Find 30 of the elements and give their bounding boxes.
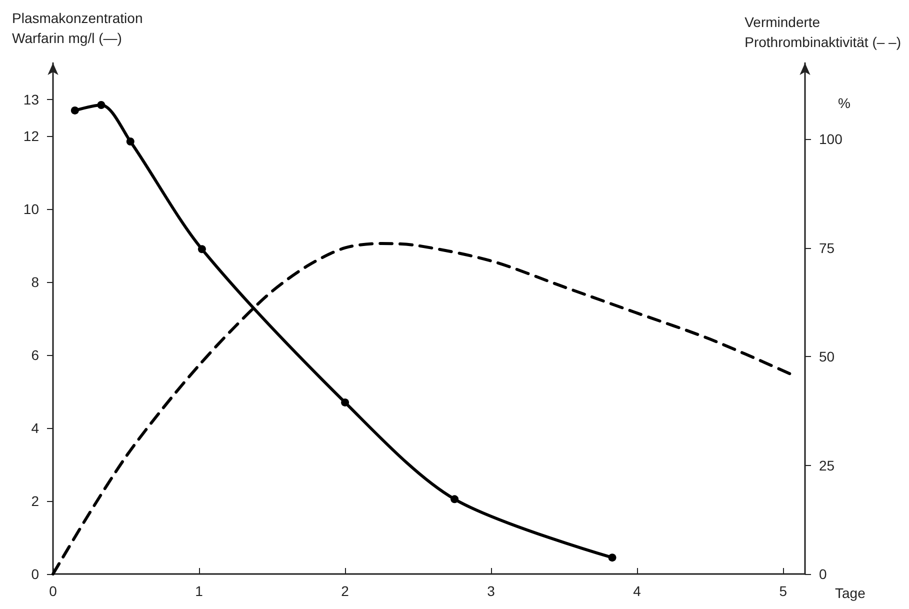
x-tick-label: 3 (487, 583, 496, 599)
y-axis-title: Plasmakonzentration Warfarin mg/l (—) (12, 10, 143, 46)
y2-tick-label: 25 (819, 457, 835, 474)
text: % (838, 95, 850, 111)
y-tick-label: 4 (31, 420, 40, 436)
y-tick-label: 10 (23, 201, 40, 217)
x-tick-label: 0 (49, 583, 58, 599)
y2-tick-label: 0 (819, 566, 827, 582)
y2-tick-label: 75 (819, 240, 835, 256)
x-axis-title: Tage (835, 585, 866, 601)
point (608, 554, 616, 562)
y-tick-label: 0 (31, 566, 40, 582)
y-tick-label: 2 (31, 493, 40, 509)
x-tick-label: 2 (341, 583, 350, 599)
y-tick-label: 13 (23, 92, 40, 108)
point (97, 100, 106, 109)
point (450, 495, 459, 504)
x-tick-label: 5 (779, 583, 788, 599)
point (198, 245, 206, 254)
point (70, 106, 79, 114)
y2-tick-label: 100 (819, 131, 843, 148)
y-tick-label: 8 (31, 274, 40, 290)
point (126, 137, 134, 146)
y2-axis-title: Verminderte Prothrombinaktivität (– –) (744, 14, 902, 50)
y-tick-label: 12 (23, 128, 40, 144)
point (341, 398, 350, 406)
x-tick-label: 4 (633, 583, 642, 599)
x-tick-label: 1 (195, 583, 204, 599)
y2-tick-label: 50 (819, 348, 835, 365)
y-tick-label: 6 (31, 347, 40, 363)
